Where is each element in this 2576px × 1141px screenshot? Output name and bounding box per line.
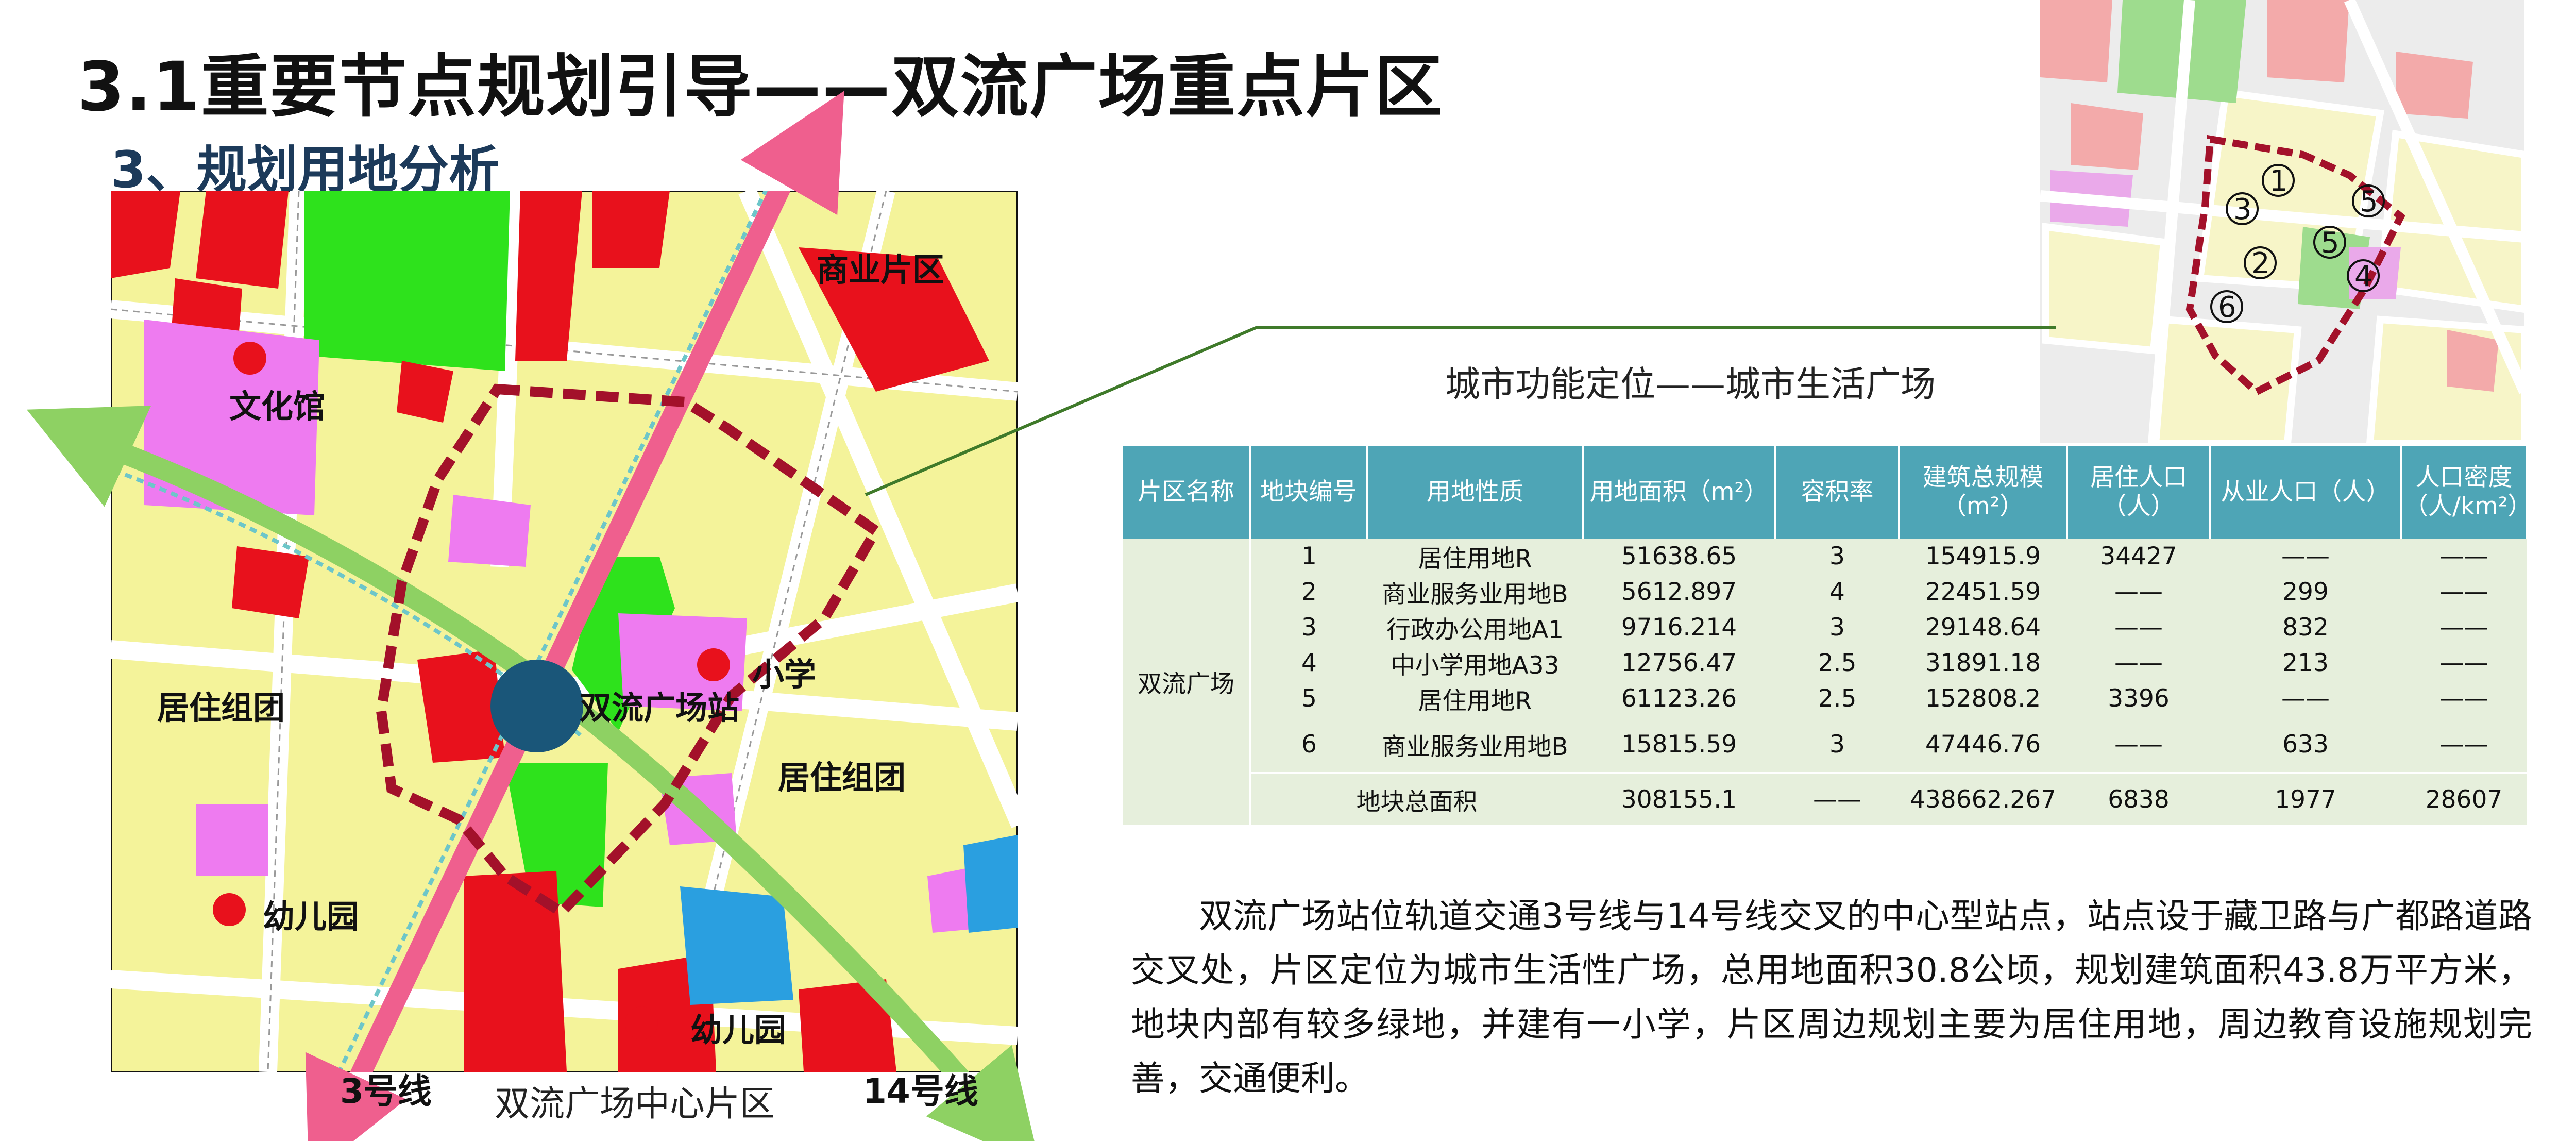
planning-boundary [376, 383, 883, 919]
line14-track [111, 438, 969, 1072]
table-row: 双流广场 1 居住用地R 51638.65 3 154915.9 34427 —… [1123, 539, 2527, 825]
col-land-type: 用地性质 [1367, 446, 1584, 539]
total-label: 地块总面积 [1250, 772, 1583, 825]
inset-map: 1 2 3 4 5 5 6 [2040, 0, 2524, 443]
label-primary-school: 小学 [752, 656, 816, 693]
col-zone-name: 片区名称 [1123, 446, 1251, 539]
description-paragraph: 双流广场站位轨道交通3号线与14号线交叉的中心型站点，站点设于藏卫路与广都路道路… [1131, 896, 2532, 1098]
map-canvas: 文化馆 商业片区 双流广场站 小学 居住组团 居住组团 幼儿园 幼儿园 [111, 191, 1018, 1072]
col-gfa: 建筑总规模（m²） [1899, 446, 2068, 539]
label-residential-right: 居住组团 [778, 759, 906, 796]
table-row: 6 商业服务业用地B 15815.59 3 47446.76 —— 633 —— [1123, 716, 2527, 773]
inset-plot-2: 2 [2251, 247, 2270, 280]
col-land-area: 用地面积（m²） [1583, 446, 1776, 539]
land-use-table: 片区名称 地块编号 用地性质 用地面积（m²） 容积率 建筑总规模（m²） 居住… [1123, 446, 2532, 825]
public-plots [680, 835, 1018, 1005]
inset-plot-6: 6 [2218, 291, 2236, 324]
col-residents: 居住人口（人） [2067, 446, 2211, 539]
table-row: 5 居住用地R 61123.26 2.5 152808.2 3396 —— —— [1123, 681, 2527, 716]
col-plot-id: 地块编号 [1250, 446, 1368, 539]
inset-plot-1: 1 [2269, 164, 2288, 198]
inset-plot-4: 4 [2354, 260, 2373, 293]
line14-arrow-west [26, 406, 151, 507]
kindergarten-marker-1 [213, 893, 246, 926]
label-line14: 14号线 [863, 1071, 978, 1111]
label-kindergarten-2: 幼儿园 [690, 1011, 786, 1049]
table-row: 2 商业服务业用地B 5612.897 4 22451.59 —— 299 —— [1123, 574, 2527, 610]
line3-arrow-south [305, 1052, 406, 1141]
line3-track [350, 191, 791, 1072]
table-row: 4 中小学用地A33 12756.47 2.5 31891.18 —— 213 … [1123, 645, 2527, 681]
label-line3: 3号线 [340, 1071, 432, 1111]
zone-cell: 双流广场 [1123, 539, 1251, 825]
label-station: 双流广场站 [580, 689, 739, 727]
col-far: 容积率 [1775, 446, 1900, 539]
inset-plot-5a: 5 [2321, 226, 2340, 260]
line3-arrow-north [740, 91, 844, 215]
label-residential-left: 居住组团 [157, 689, 285, 727]
section-subtitle: 3、规划用地分析 [111, 141, 500, 199]
map-caption: 双流广场中心片区 [495, 1084, 775, 1125]
label-kindergarten-1: 幼儿园 [263, 898, 359, 935]
function-positioning: 城市功能定位——城市生活广场 [1445, 364, 1936, 405]
line14-arrow-east [926, 1045, 1041, 1141]
green-space-south [505, 763, 608, 907]
page-title: 3.1重要节点规划引导——双流广场重点片区 [77, 47, 1444, 127]
culture-hall-marker [233, 342, 266, 375]
inset-plot-3: 3 [2233, 193, 2252, 226]
leader-line [865, 326, 2056, 496]
table-total-row: 地块总面积 308155.1 —— 438662.267 6838 1977 2… [1123, 772, 2527, 825]
label-culture-hall: 文化馆 [229, 388, 325, 425]
label-commercial-zone: 商业片区 [817, 251, 944, 289]
table-row: 3 行政办公用地A1 9716.214 3 29148.64 —— 832 —— [1123, 610, 2527, 645]
green-space [304, 191, 510, 371]
inset-plot-5b: 5 [2360, 185, 2378, 219]
kindergarten-marker-2 [625, 1006, 658, 1039]
school-marker [697, 648, 730, 681]
commercial-plots [111, 191, 989, 1072]
col-density: 人口密度（人/km²） [2401, 446, 2532, 539]
station-marker [490, 660, 583, 752]
col-employees: 从业人口（人） [2210, 446, 2402, 539]
table-header-row: 片区名称 地块编号 用地性质 用地面积（m²） 容积率 建筑总规模（m²） 居住… [1123, 446, 2532, 539]
